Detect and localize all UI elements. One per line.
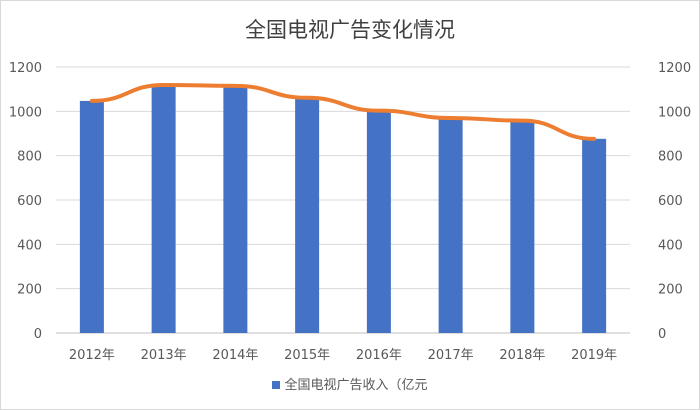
y2-tick-label: 200: [658, 283, 683, 298]
line-point: [450, 117, 452, 119]
y2-tick-label: 400: [658, 238, 683, 253]
x-tick-label: 2014年: [212, 348, 258, 363]
x-tick-label: 2018年: [499, 348, 545, 363]
y2-tick-label: 600: [658, 194, 683, 209]
legend-label: 全国电视广告收入（亿元: [284, 378, 428, 393]
line-point: [378, 110, 380, 112]
line-point: [163, 84, 165, 86]
y2-tick-label: 1000: [658, 105, 691, 120]
chart-title: 全国电视广告变化情况: [245, 18, 455, 42]
x-tick-label: 2016年: [356, 348, 402, 363]
x-tick-label: 2015年: [284, 348, 330, 363]
line-point: [234, 85, 236, 87]
line-point: [306, 97, 308, 99]
legend-swatch-bar: [272, 381, 281, 389]
line-point: [593, 138, 595, 140]
bar: [582, 138, 607, 333]
y2-tick-label: 800: [658, 150, 683, 165]
series-line: [89, 82, 597, 141]
bar: [366, 110, 391, 333]
y-tick-label: 1000: [9, 105, 42, 120]
y-tick-label: 600: [17, 194, 42, 209]
y2-tick-label: 1200: [658, 61, 691, 76]
y-tick-label: 400: [17, 238, 42, 253]
y-tick-label: 1200: [9, 61, 42, 76]
bar: [438, 117, 463, 333]
y2-tick-label: 0: [658, 327, 666, 342]
x-tick-label: 2013年: [141, 348, 187, 363]
bar: [295, 97, 320, 333]
line-point: [91, 100, 93, 102]
y-tick-label: 200: [17, 283, 42, 298]
bar: [79, 100, 104, 333]
bar: [151, 84, 176, 333]
x-tick-label: 2019年: [571, 348, 617, 363]
legend: 全国电视广告收入（亿元: [0, 374, 700, 393]
line-point: [521, 120, 523, 122]
x-tick-label: 2017年: [428, 348, 474, 363]
bar: [223, 85, 248, 333]
x-tick-label: 2012年: [69, 348, 115, 363]
y-tick-label: 800: [17, 150, 42, 165]
y-tick-label: 0: [34, 327, 42, 342]
bar: [510, 120, 535, 333]
